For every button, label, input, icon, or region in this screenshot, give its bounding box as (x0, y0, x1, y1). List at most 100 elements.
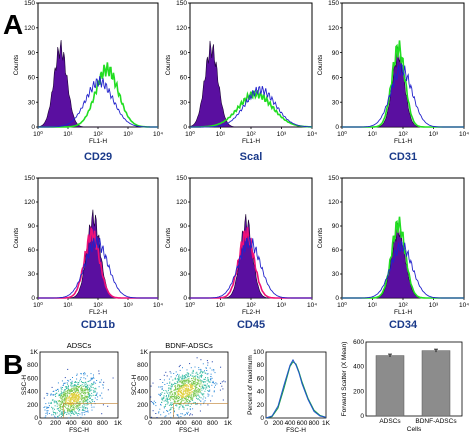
scatter-point (199, 386, 200, 387)
scatter-point (158, 386, 160, 388)
scatter-point (83, 406, 85, 408)
scatter-point (56, 405, 58, 407)
scatter-point (185, 397, 187, 399)
scatter-point (61, 406, 63, 407)
scatter-point (76, 403, 78, 405)
scatter-point (63, 382, 65, 384)
y-tick-label: 600 (27, 375, 38, 382)
scatter-point (186, 380, 188, 382)
scatter-point (82, 386, 84, 387)
scatter-point (167, 402, 169, 404)
scatter-point (200, 359, 202, 361)
scatter-point (168, 413, 170, 415)
scatter-point (160, 404, 162, 406)
y-tick-label: 60 (332, 75, 340, 82)
scatter-point (59, 408, 61, 410)
scatter-point (80, 389, 82, 391)
scatter-point (212, 380, 214, 382)
scatter-point (183, 382, 185, 384)
scatter-point (83, 403, 85, 405)
scatter-point (83, 397, 85, 399)
scatter-point (184, 390, 186, 391)
scatter-point (161, 392, 163, 394)
scatter-point (183, 386, 185, 387)
scatter-point (66, 397, 68, 399)
scatter-point (61, 398, 63, 400)
scatter-point (177, 384, 179, 386)
scatter-point (173, 410, 175, 412)
scatter-point (187, 404, 189, 406)
scatter-point (61, 403, 62, 405)
scatter-point (213, 370, 215, 372)
scatter-point (68, 389, 70, 391)
scatter-point (153, 403, 155, 405)
scatter-point (181, 400, 183, 402)
scatter-point (177, 415, 179, 417)
scatter-point (178, 380, 180, 382)
scatter-point (176, 398, 178, 400)
scatter-point (165, 390, 167, 392)
scatter-point (187, 413, 188, 415)
scatter-point (88, 388, 90, 390)
scatter-point (186, 381, 188, 383)
scatter-point (93, 391, 94, 393)
scatter-point (73, 405, 75, 407)
x-tick-label: 10⁴ (153, 302, 163, 309)
scatter-point (78, 405, 80, 407)
scatter-point (178, 406, 180, 408)
scatter-point (75, 387, 77, 389)
scatter-point (71, 383, 73, 385)
scatter-point (201, 374, 202, 376)
scatter-point (170, 399, 171, 401)
plot-frame (39, 351, 119, 419)
scatter-point (72, 388, 74, 390)
scatter-point (187, 380, 189, 381)
x-tick-label: 10⁰ (337, 130, 347, 138)
scatter-point (182, 399, 184, 401)
scatter-point (69, 404, 71, 406)
x-tick-label: 600 (297, 420, 308, 427)
scatter-point (171, 386, 173, 388)
scatter-point (200, 392, 202, 394)
scatter-point (67, 408, 69, 410)
scatter-point (188, 389, 190, 391)
scatter-point (87, 403, 89, 405)
scatter-point (60, 411, 62, 413)
scatter-point (67, 379, 69, 381)
scatter-point (70, 404, 72, 406)
scatter-point (176, 414, 178, 416)
scatter-point (75, 411, 77, 413)
scatter-point (57, 403, 59, 405)
scatter-point (90, 386, 92, 388)
scatter-point (64, 377, 66, 379)
histogram-cd11b: 0 30 60 90 120 150 10⁰ 10¹ 10² 10³ 10⁴ FL2-H Counts C… (13, 175, 163, 331)
scatter-point (87, 391, 88, 393)
scatter-point (186, 369, 188, 371)
scatter-point (95, 388, 97, 390)
scatter-point (52, 407, 54, 409)
scatter-point (209, 389, 211, 391)
scatter-point (191, 414, 193, 416)
scatter-point (187, 396, 189, 398)
x-tick-label: 400 (176, 420, 187, 427)
scatter-point (93, 377, 95, 379)
scatter-point (76, 397, 78, 399)
scatter-point (74, 396, 76, 398)
scatter-point (184, 395, 186, 397)
scatter-point (192, 408, 194, 410)
scatter-point (199, 390, 201, 392)
scatter-point (168, 395, 170, 397)
scatter-point (89, 388, 91, 390)
scatter-point (187, 395, 189, 397)
scatter-point (77, 392, 78, 393)
scatter-point (82, 408, 83, 410)
scatter-point (197, 379, 199, 381)
overlay-line (265, 361, 327, 419)
scatter-point (80, 388, 82, 390)
scatter-point (185, 395, 187, 397)
scatter-point (93, 376, 94, 378)
scatter-point (209, 390, 211, 392)
scatter-point (191, 388, 193, 390)
scatter-point (170, 395, 172, 397)
